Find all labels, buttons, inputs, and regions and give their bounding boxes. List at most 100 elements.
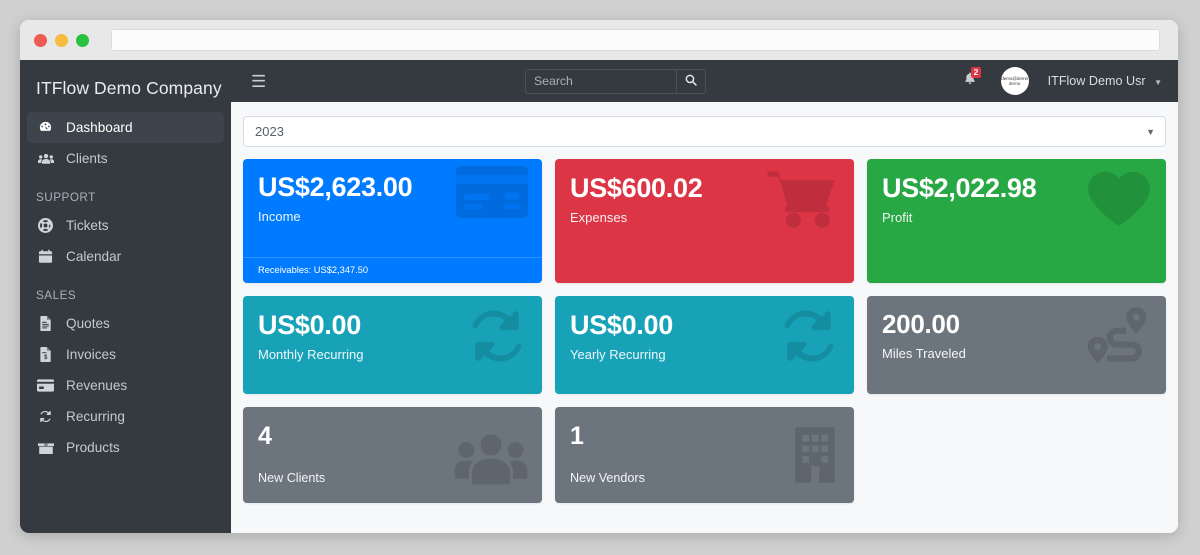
card-label: New Vendors bbox=[570, 471, 645, 485]
card-body: US$0.00 Yearly Recurring bbox=[555, 296, 854, 376]
year-select[interactable]: 2023 bbox=[243, 116, 1166, 147]
dashboard-icon bbox=[36, 120, 55, 135]
search-icon bbox=[685, 74, 697, 89]
card-body: 1 New Vendors bbox=[555, 407, 854, 499]
notifications-button[interactable]: 2 bbox=[961, 67, 982, 91]
sidebar-item-label: Tickets bbox=[66, 218, 109, 233]
file-invoice-dollar-icon: $ bbox=[36, 347, 55, 362]
heart-icon bbox=[1086, 169, 1152, 229]
card-row-3: 4 New Clients 1 New Vendors bbox=[243, 407, 1166, 503]
credit-card-icon bbox=[36, 379, 55, 392]
card-miles-traveled[interactable]: 200.00 Miles Traveled bbox=[867, 296, 1166, 394]
sidebar-item-calendar[interactable]: Calendar bbox=[27, 241, 224, 272]
card-value: US$0.00 bbox=[258, 310, 361, 340]
avatar-line-1: demo@demo bbox=[1001, 75, 1028, 81]
sidebar-item-label: Quotes bbox=[66, 316, 110, 331]
box-icon bbox=[36, 441, 55, 455]
brand-title[interactable]: ITFlow Demo Company bbox=[36, 78, 222, 98]
card-body: US$0.00 Monthly Recurring bbox=[243, 296, 542, 376]
file-invoice-icon bbox=[36, 316, 55, 331]
year-filter: 2023 ▼ bbox=[243, 116, 1166, 147]
card-label: Yearly Recurring bbox=[570, 347, 666, 363]
sidebar-item-tickets[interactable]: Tickets bbox=[27, 210, 224, 241]
life-ring-icon bbox=[36, 218, 55, 233]
card-new-clients[interactable]: 4 New Clients bbox=[243, 407, 542, 503]
sidebar: ITFlow Demo Company Dashboard Clients SU… bbox=[20, 60, 231, 533]
sidebar-item-dashboard[interactable]: Dashboard bbox=[27, 112, 224, 143]
topbar: ☰ 2 bbox=[231, 60, 1178, 102]
sync-icon bbox=[466, 305, 528, 367]
minimize-window-button[interactable] bbox=[55, 33, 68, 47]
sidebar-item-label: Calendar bbox=[66, 249, 122, 264]
card-monthly-recurring[interactable]: US$0.00 Monthly Recurring bbox=[243, 296, 542, 394]
main-area: ☰ 2 bbox=[231, 60, 1178, 533]
sidebar-item-quotes[interactable]: Quotes bbox=[27, 308, 224, 339]
close-window-button[interactable] bbox=[34, 33, 47, 47]
card-body: US$600.02 Expenses bbox=[555, 159, 854, 239]
building-icon bbox=[790, 425, 840, 485]
card-value: 200.00 bbox=[882, 309, 960, 339]
card-label: Income bbox=[258, 209, 301, 225]
card-expenses[interactable]: US$600.02 Expenses bbox=[555, 159, 854, 283]
card-body: 4 New Clients bbox=[243, 407, 542, 499]
sync-icon bbox=[36, 409, 55, 424]
card-label: Profit bbox=[882, 210, 913, 226]
maximize-window-button[interactable] bbox=[76, 33, 89, 47]
browser-title-bar bbox=[20, 20, 1178, 60]
hamburger-icon[interactable]: ☰ bbox=[251, 71, 267, 91]
content-area: 2023 ▼ US$2,623.00 Income bbox=[231, 102, 1178, 533]
sidebar-item-label: Invoices bbox=[66, 347, 116, 362]
card-value: US$600.02 bbox=[570, 173, 703, 203]
user-menu[interactable]: ITFlow Demo Usr ▼ bbox=[1048, 74, 1162, 88]
notification-badge: 2 bbox=[970, 67, 982, 79]
sidebar-item-recurring[interactable]: Recurring bbox=[27, 401, 224, 432]
card-label: Expenses bbox=[570, 210, 628, 226]
card-label: Miles Traveled bbox=[882, 346, 966, 362]
card-body: 200.00 Miles Traveled bbox=[867, 296, 1166, 375]
card-label: Monthly Recurring bbox=[258, 347, 364, 363]
card-body: US$2,623.00 Income bbox=[243, 159, 542, 257]
card-body: US$2,022.98 Profit bbox=[867, 159, 1166, 239]
card-value: 4 bbox=[258, 422, 272, 450]
calendar-icon bbox=[36, 249, 55, 264]
card-income[interactable]: US$2,623.00 Income Receivables: US$2,347… bbox=[243, 159, 542, 283]
route-icon bbox=[1082, 305, 1152, 367]
card-new-vendors[interactable]: 1 New Vendors bbox=[555, 407, 854, 503]
card-row-1: US$2,623.00 Income Receivables: US$2,347… bbox=[243, 159, 1166, 283]
browser-window: ITFlow Demo Company Dashboard Clients SU… bbox=[20, 20, 1178, 533]
url-bar[interactable] bbox=[111, 29, 1160, 51]
sidebar-section-support: SUPPORT bbox=[36, 191, 96, 204]
search-box bbox=[524, 68, 706, 94]
card-footer: Receivables: US$2,347.50 bbox=[243, 257, 542, 283]
sidebar-item-invoices[interactable]: $ Invoices bbox=[27, 339, 224, 370]
card-profit[interactable]: US$2,022.98 Profit bbox=[867, 159, 1166, 283]
avatar-line-2: demo bbox=[1008, 81, 1021, 86]
user-name-label: ITFlow Demo Usr bbox=[1047, 74, 1146, 88]
sidebar-item-clients[interactable]: Clients bbox=[27, 143, 224, 174]
sidebar-item-label: Products bbox=[66, 440, 120, 455]
sidebar-item-label: Clients bbox=[66, 151, 108, 166]
app-viewport: ITFlow Demo Company Dashboard Clients SU… bbox=[20, 60, 1178, 533]
sidebar-item-revenues[interactable]: Revenues bbox=[27, 370, 224, 401]
users-icon bbox=[36, 152, 55, 166]
search-button[interactable] bbox=[675, 69, 705, 93]
card-value: US$0.00 bbox=[570, 310, 673, 340]
caret-down-icon: ▼ bbox=[1154, 78, 1163, 87]
sidebar-section-sales: SALES bbox=[36, 289, 77, 302]
sidebar-item-products[interactable]: Products bbox=[27, 432, 224, 463]
card-label: New Clients bbox=[258, 471, 326, 485]
sidebar-item-label: Dashboard bbox=[66, 120, 133, 135]
search-input[interactable] bbox=[525, 69, 676, 93]
shopping-cart-icon bbox=[766, 167, 840, 231]
card-yearly-recurring[interactable]: US$0.00 Yearly Recurring bbox=[555, 296, 854, 394]
card-value: US$2,623.00 bbox=[258, 172, 413, 202]
sync-icon bbox=[778, 305, 840, 367]
users-icon bbox=[454, 430, 528, 488]
svg-text:$: $ bbox=[44, 355, 48, 361]
sidebar-item-label: Revenues bbox=[66, 378, 128, 393]
avatar[interactable]: demo@demo demo bbox=[1000, 67, 1029, 95]
card-value: 1 bbox=[570, 422, 584, 450]
card-value: US$2,022.98 bbox=[882, 173, 1037, 203]
card-row-2: US$0.00 Monthly Recurring US$0.00 Yearly… bbox=[243, 296, 1166, 394]
credit-card-icon bbox=[456, 165, 528, 219]
